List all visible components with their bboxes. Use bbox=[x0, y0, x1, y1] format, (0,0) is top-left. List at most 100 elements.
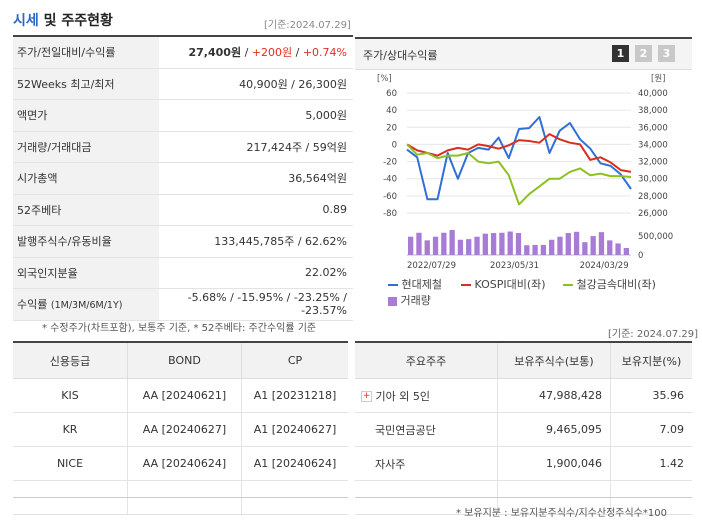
chart-lines bbox=[406, 116, 632, 206]
volume-bar bbox=[540, 244, 547, 255]
info-label: 수익률 (1M/3M/6M/1Y) bbox=[13, 288, 159, 321]
volume-bar bbox=[582, 242, 588, 255]
credit-agency: KIS bbox=[13, 378, 128, 413]
holder-name[interactable]: 기아 외 5인 bbox=[375, 389, 430, 403]
volume-bar bbox=[449, 230, 455, 255]
info-value: 40,900원 / 26,300원 bbox=[159, 68, 353, 100]
holder-pct: 7.09 bbox=[610, 412, 692, 447]
holders-header-row: 주요주주 보유주식수(보통) 보유지분(%) bbox=[355, 343, 692, 379]
holders-note: * 보유지분 : 보유지분주식수/지수산정주식수*100 bbox=[456, 508, 667, 519]
holder-shares: 9,465,095 bbox=[497, 412, 611, 447]
price-value: 27,400원 bbox=[188, 46, 242, 60]
info-row-52weeks: 52Weeks 최고/최저 40,900원 / 26,300원 bbox=[13, 68, 353, 100]
holder-shares: 1,900,046 bbox=[497, 446, 611, 481]
basis-date-2: [기준: 2024.07.29] bbox=[608, 329, 699, 340]
section-title-accent: 시세 bbox=[13, 13, 39, 29]
left-tick-label: 40 bbox=[386, 106, 397, 116]
legend-label: 거래량 bbox=[400, 294, 431, 307]
legend-kospi: KOSPI대비(좌) bbox=[461, 276, 546, 292]
volume-bar bbox=[416, 232, 422, 255]
volume-tick-label: 500,000 bbox=[638, 232, 673, 242]
info-label: 주가/전일대비/수익률 bbox=[13, 37, 159, 69]
holder-name: 국민연금공단 bbox=[355, 412, 498, 447]
credit-row: NICE AA [20240624] A1 [20240624] bbox=[13, 446, 348, 481]
info-row-foreign: 외국인지분율 22.02% bbox=[13, 257, 353, 289]
volume-bar bbox=[466, 239, 472, 255]
info-note: * 수정주가(차트포함), 보통주 기준, * 52주베타: 주간수익률 기준 bbox=[42, 323, 317, 334]
expand-icon[interactable]: + bbox=[361, 391, 372, 402]
legend-line-icon bbox=[388, 284, 398, 286]
right-tick-label: 26,000 bbox=[638, 209, 668, 219]
credit-cp: A1 [20231218] bbox=[241, 378, 348, 413]
left-tick-label: -20 bbox=[383, 158, 397, 168]
x-tick-label: 2022/07/29 bbox=[407, 261, 456, 271]
info-row-returns: 수익률 (1M/3M/6M/1Y) -5.68% / -15.95% / -23… bbox=[13, 288, 353, 321]
credit-bond: AA [20240627] bbox=[127, 412, 242, 447]
chart-ticks: [%] [원] 60 40 20 0 -20 -40 -60 -80 40,000 38,000 36,… bbox=[377, 74, 673, 271]
returns-label-sub: (1M/3M/6M/1Y) bbox=[50, 300, 123, 312]
holder-pct: 35.96 bbox=[610, 378, 692, 413]
chart-tab-3[interactable]: 3 bbox=[658, 45, 675, 62]
chart-tab-2[interactable]: 2 bbox=[635, 45, 652, 62]
legend-hyundai-steel: 현대제철 bbox=[388, 276, 442, 292]
right-tick-label: 36,000 bbox=[638, 123, 668, 133]
right-tick-label: 34,000 bbox=[638, 140, 668, 150]
info-value: 0.89 bbox=[159, 194, 353, 226]
credit-header-row: 신용등급 BOND CP bbox=[13, 343, 348, 379]
major-holders-table: 주요주주 보유주식수(보통) 보유지분(%) + 기아 외 5인 47,988,… bbox=[355, 343, 692, 515]
info-row-par-value: 액면가 5,000원 bbox=[13, 99, 353, 132]
info-value: 27,400원 / +200원 / +0.74% bbox=[159, 37, 353, 69]
volume-bar bbox=[549, 239, 555, 255]
chart-tab-1[interactable]: 1 bbox=[612, 45, 629, 62]
volume-bar bbox=[457, 239, 464, 255]
section-title-rest: 및 주주현황 bbox=[43, 13, 113, 29]
price-chart: [%] [원] 60 40 20 0 -20 -40 -60 -80 40,000 38,000 36,… bbox=[377, 74, 673, 271]
left-tick-label: 0 bbox=[392, 140, 397, 150]
holder-name: 자사주 bbox=[355, 446, 498, 481]
right-tick-label: 40,000 bbox=[638, 89, 668, 99]
legend-label: 철강금속대비(좌) bbox=[576, 278, 656, 291]
returns-label: 수익률 bbox=[17, 298, 48, 312]
holder-name-cell: + 기아 외 5인 bbox=[355, 378, 498, 413]
legend-steel-metal: 철강금속대비(좌) bbox=[563, 276, 656, 292]
volume-bar bbox=[499, 232, 505, 255]
legend-label: KOSPI대비(좌) bbox=[474, 278, 546, 291]
volume-bar bbox=[623, 247, 629, 255]
chart-panel: 주가/상대수익률 1 2 3 bbox=[355, 37, 692, 315]
legend-box-icon bbox=[388, 296, 397, 306]
volume-bar bbox=[432, 236, 439, 255]
right-tick-label: 38,000 bbox=[638, 106, 668, 116]
series-line bbox=[406, 143, 632, 206]
credit-agency: NICE bbox=[13, 446, 128, 481]
volume-bar bbox=[507, 231, 513, 255]
credit-agency: KR bbox=[13, 412, 128, 447]
credit-bond: AA [20240621] bbox=[127, 378, 242, 413]
credit-cp: A1 [20240627] bbox=[241, 412, 348, 447]
info-row-shares: 발행주식수/유동비율 133,445,785주 / 62.62% bbox=[13, 225, 353, 258]
price-rate: +0.74% bbox=[302, 46, 347, 60]
separator: / bbox=[241, 46, 252, 60]
volume-bar bbox=[441, 232, 447, 255]
volume-bar bbox=[482, 233, 488, 255]
holders-header: 보유지분(%) bbox=[610, 343, 692, 379]
holder-pct: 1.42 bbox=[610, 446, 692, 481]
right-axis-unit: [원] bbox=[651, 74, 665, 84]
info-value: 22.02% bbox=[159, 257, 353, 289]
info-value: 133,445,785주 / 62.62% bbox=[159, 225, 353, 258]
info-row-price: 주가/전일대비/수익률 27,400원 / +200원 / +0.74% bbox=[13, 37, 353, 69]
legend-line-icon bbox=[461, 284, 471, 286]
credit-row: KR AA [20240627] A1 [20240627] bbox=[13, 412, 348, 447]
holders-header: 주요주주 bbox=[355, 343, 498, 379]
volume-bar bbox=[573, 231, 580, 255]
x-tick-label: 2023/05/31 bbox=[490, 261, 539, 271]
holder-row: + 기아 외 5인 47,988,428 35.96 bbox=[355, 378, 692, 413]
credit-header: CP bbox=[241, 343, 348, 379]
info-value: 5,000원 bbox=[159, 99, 353, 132]
credit-rating-table: 신용등급 BOND CP KIS AA [20240621] A1 [20231… bbox=[13, 343, 348, 515]
volume-bars bbox=[408, 230, 629, 255]
right-tick-label: 32,000 bbox=[638, 158, 668, 168]
volume-bar bbox=[590, 236, 596, 255]
volume-bar bbox=[490, 233, 497, 255]
info-row-volume: 거래량/거래대금 217,424주 / 59억원 bbox=[13, 131, 353, 163]
section-title: 시세 및 주주현황 bbox=[13, 10, 113, 30]
